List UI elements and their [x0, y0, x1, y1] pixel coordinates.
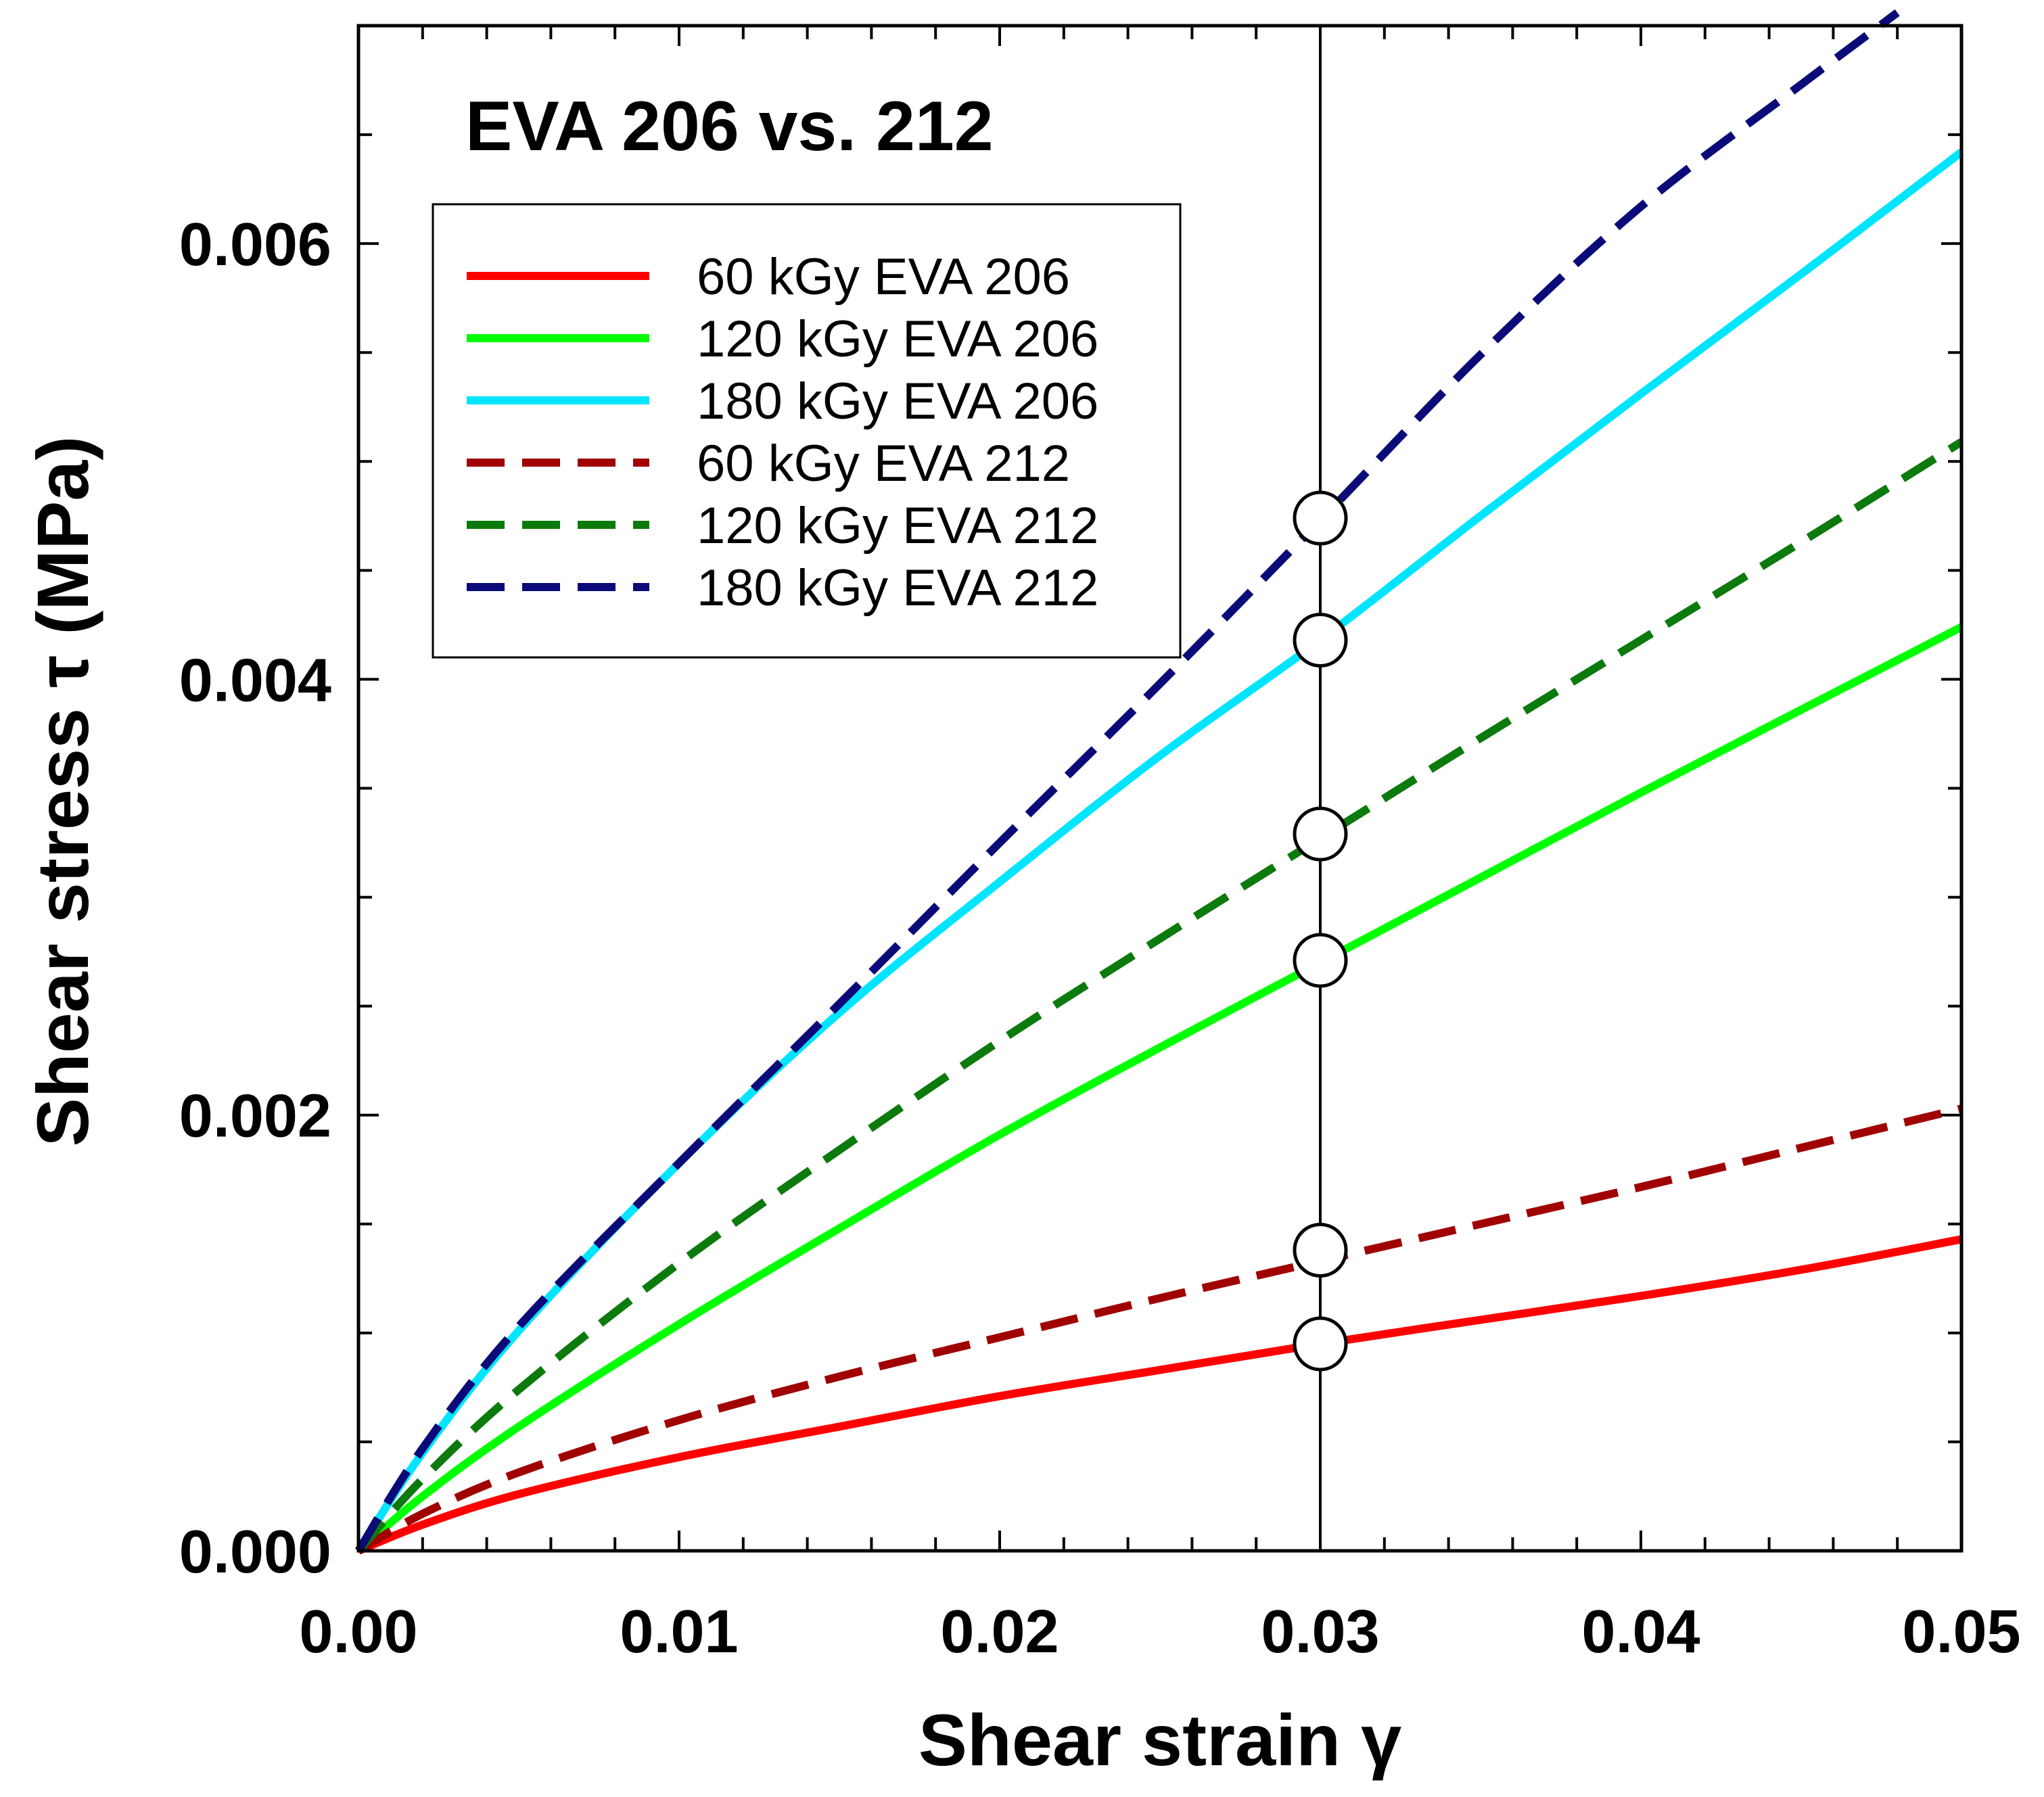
series-line-120-kgy-eva-212 — [355, 438, 1964, 1554]
series-line-60-kgy-eva-212 — [356, 1104, 1963, 1555]
legend-label-120-kgy-eva-206: 120 kGy EVA 206 — [697, 310, 1098, 368]
x-tick-label: 0.04 — [1581, 1598, 1700, 1666]
marker-circle-1 — [1293, 1316, 1348, 1372]
x-tick-label: 0.01 — [620, 1598, 738, 1666]
x-tick-label: 0.05 — [1902, 1598, 2020, 1666]
x-axis-title: Shear strain γ — [919, 1699, 1401, 1781]
series-layer — [354, 9, 1964, 1555]
series-line-120-kgy-eva-206 — [356, 623, 1964, 1554]
legend-label-60-kgy-eva-206: 60 kGy EVA 206 — [697, 248, 1070, 306]
marker-circle-6 — [1293, 490, 1348, 546]
y-axis-title: Shear stress τ (MPa) — [22, 436, 103, 1147]
y-tick-label: 0.006 — [179, 211, 331, 279]
legend-label-60-kgy-eva-212: 60 kGy EVA 212 — [697, 435, 1070, 492]
tick-layer: 0.00 0.01 0.02 0.03 0.04 0.05 0.000 0.002 0.004 0… — [179, 24, 2021, 1666]
legend-label-120-kgy-eva-212: 120 kGy EVA 212 — [697, 497, 1098, 555]
y-tick-label: 0.002 — [179, 1083, 331, 1150]
x-tick-label: 0.03 — [1261, 1598, 1379, 1666]
chart-title: EVA 206 vs. 212 — [465, 87, 994, 166]
marker-circle-4 — [1293, 806, 1348, 862]
series-line-60-kgy-eva-206 — [356, 1235, 1963, 1555]
legend-label-180-kgy-eva-212: 180 kGy EVA 212 — [697, 559, 1098, 617]
y-tick-label: 0.000 — [179, 1518, 331, 1586]
marker-circle-2 — [1293, 1222, 1348, 1278]
marker-circle-3 — [1293, 933, 1348, 988]
x-tick-label: 0.02 — [940, 1598, 1059, 1666]
marker-layer — [1293, 490, 1348, 1372]
x-tick-label: 0.00 — [299, 1598, 417, 1666]
legend-label-180-kgy-eva-206: 180 kGy EVA 206 — [697, 373, 1098, 430]
marker-circle-5 — [1293, 612, 1348, 668]
y-tick-label: 0.004 — [179, 647, 331, 714]
series-line-180-kgy-eva-212 — [354, 9, 1900, 1554]
